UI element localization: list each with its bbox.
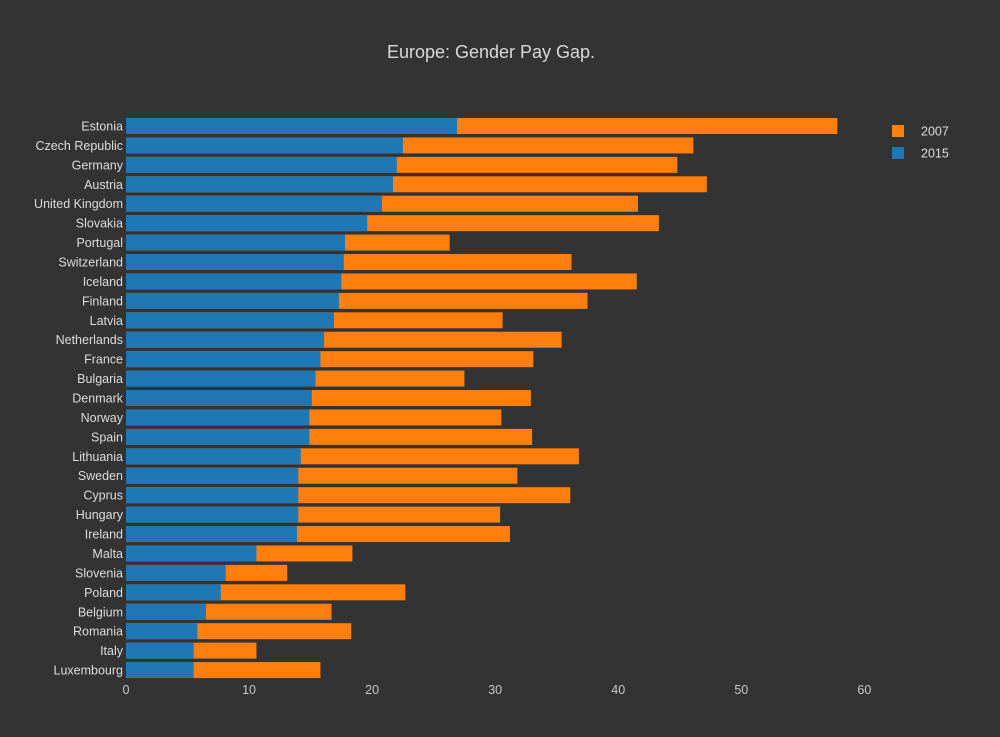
bar-2015-slovakia bbox=[126, 215, 368, 232]
bar-2015-romania bbox=[126, 623, 198, 640]
category-label: Austria bbox=[84, 178, 123, 192]
legend-label-2015[interactable]: 2015 bbox=[921, 147, 949, 161]
category-label: Sweden bbox=[78, 469, 123, 483]
bar-2015-france bbox=[126, 351, 321, 368]
bar-2015-czech-republic bbox=[126, 137, 403, 154]
bar-2015-denmark bbox=[126, 390, 312, 407]
bar-2015-latvia bbox=[126, 312, 334, 329]
category-label: Lithuania bbox=[72, 450, 123, 464]
chart-title: Europe: Gender Pay Gap. bbox=[387, 42, 595, 62]
bar-2015-austria bbox=[126, 176, 394, 193]
bar-2015-spain bbox=[126, 428, 310, 445]
category-label: Romania bbox=[73, 625, 123, 639]
x-tick-label: 40 bbox=[611, 683, 625, 697]
bar-2015-portugal bbox=[126, 234, 346, 251]
category-labels: Estonia Czech Republic Germany Austria Unite… bbox=[34, 120, 124, 678]
category-label: Norway bbox=[81, 411, 124, 425]
bar-2015-ireland bbox=[126, 526, 298, 543]
bar-2015-italy bbox=[126, 642, 194, 659]
bar-2015-sweden bbox=[126, 467, 299, 484]
x-tick-label: 50 bbox=[734, 683, 748, 697]
bar-2015-luxembourg bbox=[126, 662, 194, 679]
bar-2015-norway bbox=[126, 409, 310, 426]
x-tick-label: 30 bbox=[488, 683, 502, 697]
x-tick-label: 60 bbox=[857, 683, 871, 697]
category-label: Slovakia bbox=[76, 217, 123, 231]
category-label: Hungary bbox=[76, 508, 124, 522]
category-label: Bulgaria bbox=[77, 372, 123, 386]
category-label: Cyprus bbox=[83, 489, 123, 503]
category-label: Belgium bbox=[78, 605, 123, 619]
bar-2015-hungary bbox=[126, 506, 299, 523]
legend[interactable]: 2007 2015 bbox=[892, 125, 949, 161]
bar-2015-estonia bbox=[126, 118, 458, 134]
bar-2015-malta bbox=[126, 545, 257, 562]
category-label: Denmark bbox=[72, 392, 123, 406]
bar-2015-belgium bbox=[126, 603, 206, 620]
bar-2015-poland bbox=[126, 584, 221, 601]
category-label: Latvia bbox=[90, 314, 123, 328]
x-axis-ticks: 0 10 20 30 40 50 60 bbox=[123, 683, 872, 697]
x-tick-label: 20 bbox=[365, 683, 379, 697]
bar-2015-cyprus bbox=[126, 487, 299, 504]
legend-swatch-2015[interactable] bbox=[892, 147, 904, 159]
legend-label-2007[interactable]: 2007 bbox=[921, 125, 949, 139]
bar-2015-slovenia bbox=[126, 564, 226, 581]
category-label: Luxembourg bbox=[54, 664, 124, 678]
bars-layer bbox=[126, 118, 838, 679]
category-label: United Kingdom bbox=[34, 197, 123, 211]
category-label: Czech Republic bbox=[35, 139, 123, 153]
bar-2015-lithuania bbox=[126, 448, 301, 465]
category-label: Portugal bbox=[76, 236, 123, 250]
category-label: Finland bbox=[82, 294, 123, 308]
category-label: Switzerland bbox=[58, 256, 123, 270]
bar-2015-united-kingdom bbox=[126, 195, 382, 212]
bar-2015-iceland bbox=[126, 273, 342, 290]
x-tick-label: 0 bbox=[123, 683, 130, 697]
category-label: Italy bbox=[100, 644, 124, 658]
bar-2015-germany bbox=[126, 156, 397, 173]
category-label: Estonia bbox=[81, 120, 123, 134]
category-label: Iceland bbox=[83, 275, 123, 289]
category-label: Ireland bbox=[85, 528, 123, 542]
category-label: Slovenia bbox=[75, 566, 123, 580]
category-label: Netherlands bbox=[56, 333, 123, 347]
legend-swatch-2007[interactable] bbox=[892, 125, 904, 137]
bar-2015-bulgaria bbox=[126, 370, 316, 387]
category-label: Germany bbox=[72, 158, 124, 172]
bar-2015-netherlands bbox=[126, 331, 325, 348]
category-label: Malta bbox=[92, 547, 123, 561]
category-label: Poland bbox=[84, 586, 123, 600]
bar-2015-finland bbox=[126, 292, 339, 309]
category-label: France bbox=[84, 353, 123, 367]
category-label: Spain bbox=[91, 430, 123, 444]
x-tick-label: 10 bbox=[242, 683, 256, 697]
bar-2015-switzerland bbox=[126, 254, 344, 271]
